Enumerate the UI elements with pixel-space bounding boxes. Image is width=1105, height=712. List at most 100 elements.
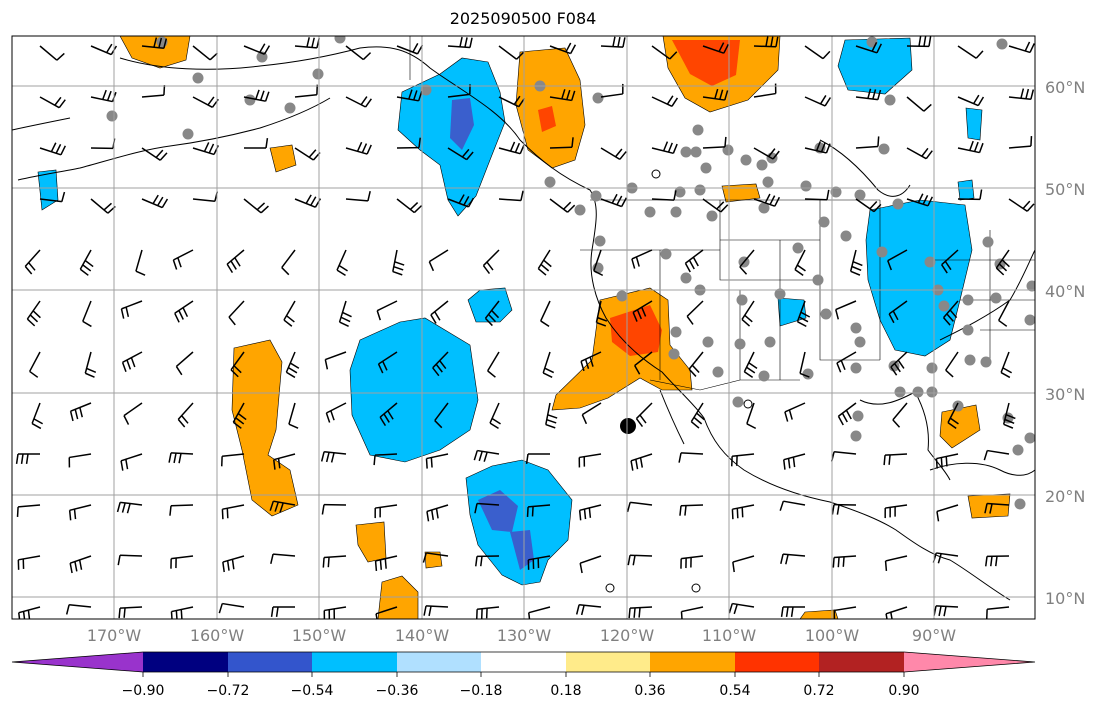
wind-barb	[595, 300, 608, 327]
wind-barb	[285, 351, 300, 379]
wind-barb	[936, 504, 959, 522]
wind-barb	[741, 300, 755, 327]
station-marker	[996, 38, 1008, 50]
station-marker	[1012, 444, 1024, 456]
colorbar-tick-label: 0.54	[719, 683, 751, 699]
wind-barb	[428, 249, 449, 272]
wind-barb	[957, 140, 984, 154]
wind-barb	[651, 95, 679, 107]
wind-barb	[779, 500, 806, 511]
station-marker	[850, 362, 862, 374]
wind-barb	[995, 249, 1010, 276]
wind-barb	[855, 198, 882, 213]
wind-barb	[222, 555, 245, 573]
wind-barb	[270, 553, 296, 564]
map-frame	[11, 35, 1036, 620]
negative-anomaly-region	[837, 37, 913, 95]
colorbar-cells	[143, 652, 904, 672]
wind-barb	[631, 249, 653, 269]
station-marker	[574, 204, 586, 216]
wind-barb	[906, 147, 933, 160]
wind-barb	[1002, 402, 1016, 429]
wind-barb	[537, 249, 552, 276]
wind-barb	[575, 603, 602, 616]
wind-barb	[425, 453, 449, 469]
colorbar-right-extension	[904, 652, 1035, 672]
positive-anomaly-region	[424, 551, 443, 569]
wind-barb	[220, 453, 245, 467]
wind-barb	[117, 554, 143, 566]
station-marker	[774, 288, 786, 300]
wind-barb	[527, 555, 551, 570]
wind-barb	[82, 300, 92, 328]
station-marker	[312, 68, 324, 80]
station-marker	[1014, 498, 1026, 510]
wind-barb	[170, 555, 194, 569]
wind-barb	[957, 94, 985, 107]
wind-barb	[177, 402, 194, 428]
station-marker	[692, 124, 704, 136]
station-marker	[964, 354, 976, 366]
station-marker	[680, 272, 692, 284]
wind-barb	[294, 37, 320, 49]
wind-barb	[345, 141, 372, 155]
station-marker	[854, 336, 866, 348]
wind-barb	[288, 402, 299, 429]
wind-barbs	[15, 36, 1035, 619]
wind-barb	[172, 249, 194, 270]
wind-barb	[487, 351, 500, 378]
wind-barb	[283, 300, 296, 327]
positive-anomaly-region	[231, 339, 299, 517]
wind-barb	[482, 249, 500, 275]
wind-barb	[426, 504, 449, 522]
station-marker	[888, 360, 900, 372]
station-marker	[812, 274, 824, 286]
colorbar-tick-label: −0.90	[121, 683, 165, 699]
station-marker	[732, 396, 744, 408]
station-marker	[764, 336, 776, 348]
wind-barb	[396, 89, 423, 102]
station-marker	[192, 72, 204, 84]
wind-barb	[118, 606, 143, 619]
colorbar-tick-label: −0.54	[290, 683, 334, 699]
wind-barb	[243, 89, 270, 102]
colorbar-left-extension	[12, 652, 143, 672]
wind-barb	[887, 249, 908, 271]
wind-barb	[884, 504, 908, 519]
wind-barb	[549, 42, 577, 55]
wind-barb	[957, 45, 984, 59]
colorbar-tick-label: 0.72	[803, 683, 835, 699]
wind-barb	[498, 45, 525, 60]
station-marker	[800, 180, 812, 192]
wind-barb	[702, 198, 729, 213]
positive-anomaly-region	[119, 36, 191, 69]
station-marker	[840, 230, 852, 242]
wind-barb	[832, 555, 857, 568]
wind-barb	[836, 351, 857, 373]
station-marker	[854, 189, 866, 201]
wind-barb	[269, 500, 296, 513]
wind-barb	[324, 351, 347, 370]
wind-barb	[684, 249, 704, 273]
station-marker	[980, 356, 992, 368]
station-marker	[690, 146, 702, 158]
wind-barb	[635, 402, 653, 428]
wind-barb	[837, 402, 857, 426]
wind-barb	[39, 45, 65, 61]
positive-anomaly-region	[939, 404, 981, 449]
station-marker	[702, 336, 714, 348]
station-marker	[1024, 432, 1035, 444]
wind-barb	[17, 555, 41, 570]
negative-anomaly-region	[465, 459, 573, 586]
wind-barb	[123, 402, 143, 425]
wind-barb	[545, 402, 558, 429]
wind-barb	[68, 453, 92, 468]
wind-barb	[432, 351, 449, 377]
wind-barb	[526, 504, 551, 517]
wind-barb	[678, 452, 704, 463]
wind-barb	[377, 351, 398, 374]
colorbar-tick-label: 0.18	[550, 683, 582, 699]
wind-barb	[906, 96, 932, 112]
wind-barb	[232, 402, 247, 429]
